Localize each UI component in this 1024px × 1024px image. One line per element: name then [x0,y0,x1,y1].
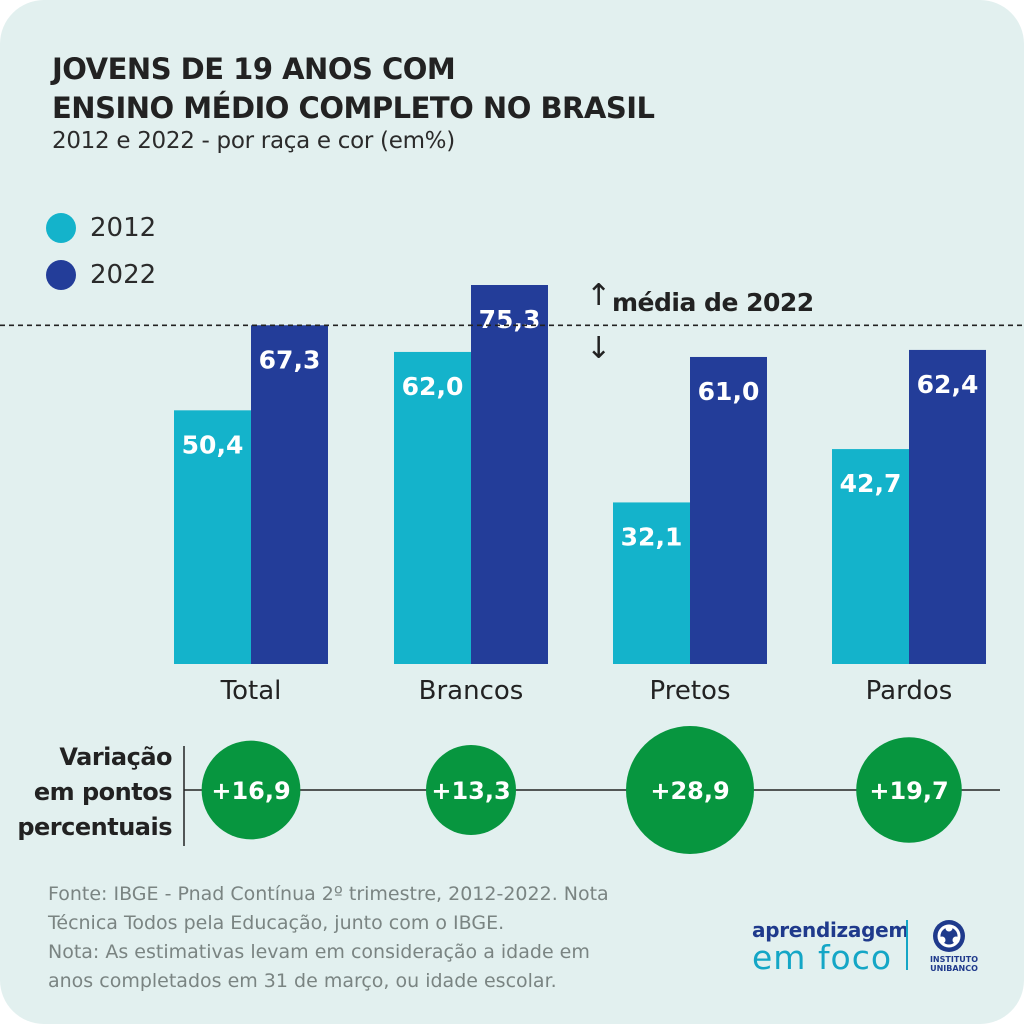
arrow-down-icon: ↓ [586,331,612,366]
bar-label-2012-pardos: 42,7 [840,469,902,498]
logo-text-aprendizagem: aprendizagem [752,918,909,942]
bar-2012-pardos [832,449,909,664]
bar-label-2012-brancos: 62,0 [402,372,464,401]
legend-swatch-2012 [46,213,76,243]
chart-title: JOVENS DE 19 ANOS COM ENSINO MÉDIO COMPL… [52,52,655,125]
variation-circle-total [201,740,301,840]
logo-divider [906,920,908,970]
average-label: média de 2022 [612,288,814,317]
instituto-unibanco-logo-icon [933,920,965,952]
logo-brand-text: INSTITUTO UNIBANCO [929,955,979,973]
variation-circle-pretos [626,726,754,854]
legend-label-2012: 2012 [90,213,157,243]
bar-2012-pretos [613,502,690,664]
category-label-pretos: Pretos [650,676,731,706]
bar-2022-pretos [690,356,767,664]
variation-label: Variação em pontos percentuais [17,743,172,841]
bar-2022-pardos [909,349,986,664]
bar-2022-brancos [471,285,548,664]
variation-circle-brancos [426,745,516,835]
bar-label-2012-pretos: 32,1 [621,522,683,551]
category-label-pardos: Pardos [866,676,953,706]
bar-label-2022-brancos: 75,3 [479,305,541,334]
bar-label-2022-pardos: 62,4 [917,370,979,399]
variation-value-brancos: +13,3 [431,777,510,805]
variation-value-pardos: +19,7 [869,777,948,805]
logo-text-em-foco: em foco [752,938,893,977]
category-label-total: Total [220,676,282,706]
legend-label-2022: 2022 [90,260,157,290]
category-label-brancos: Brancos [419,676,524,706]
bar-2022-total [251,325,328,664]
legend-item-2022: 2022 [46,258,156,292]
legend-item-2012: 2012 [46,211,156,245]
bar-label-2022-total: 67,3 [259,345,321,374]
bar-label-2022-pretos: 61,0 [698,377,760,406]
source-note: Fonte: IBGE - Pnad Contínua 2º trimestre… [48,883,609,992]
bar-2012-brancos [394,351,471,664]
bar-label-2012-total: 50,4 [182,430,244,459]
chart-subtitle: 2012 e 2022 - por raça e cor (em%) [52,128,455,154]
bar-2012-total [174,410,251,664]
variation-value-pretos: +28,9 [650,777,729,805]
arrow-up-icon: ↑ [586,278,612,313]
legend-swatch-2022 [46,260,76,290]
variation-value-total: +16,9 [211,777,290,805]
variation-circle-pardos [856,737,962,843]
